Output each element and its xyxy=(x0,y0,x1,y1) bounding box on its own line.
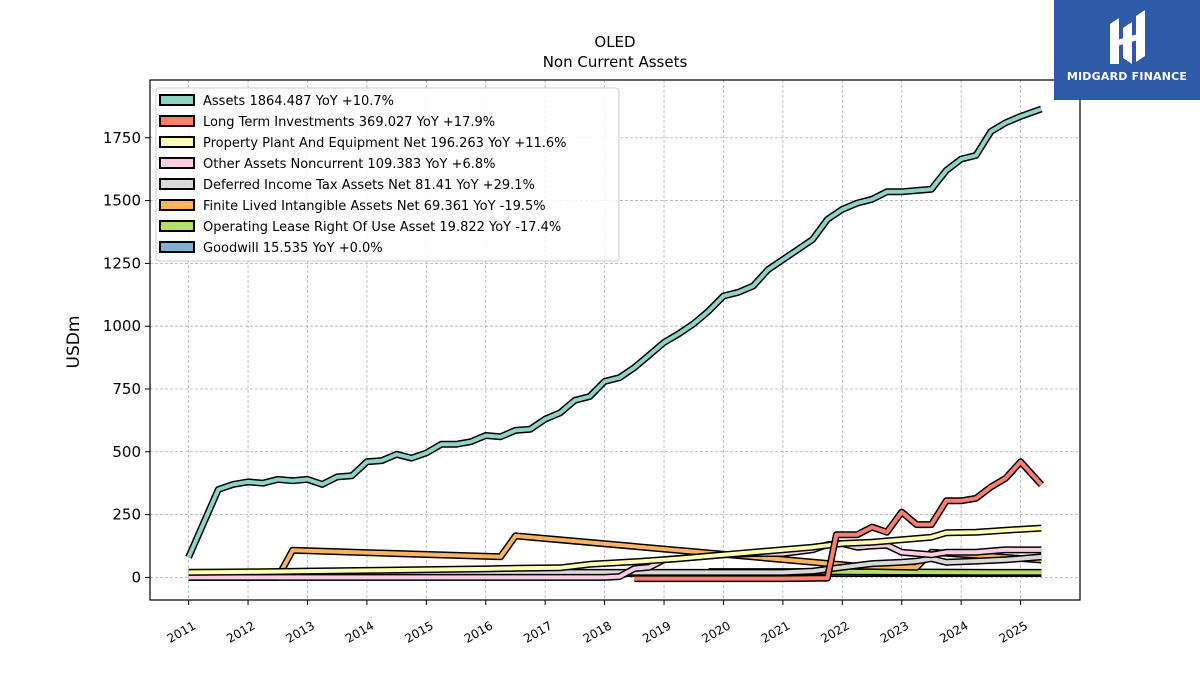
x-tick-label: 2017 xyxy=(521,618,554,645)
legend-entry: Property Plant And Equipment Net 196.263… xyxy=(203,136,567,151)
legend: Assets 1864.487 YoY +10.7% Long Term Inve… xyxy=(155,87,620,262)
y-tick-label: 1250 xyxy=(103,254,141,272)
chart-subtitle: Non Current Assets xyxy=(543,53,688,71)
x-tick-label: 2012 xyxy=(224,618,257,645)
legend-entry: Assets 1864.487 YoY +10.7% xyxy=(203,94,394,109)
legend-swatch xyxy=(159,178,195,190)
legend-swatch xyxy=(159,94,195,106)
y-tick-label: 1500 xyxy=(103,192,141,210)
legend-swatch xyxy=(159,199,195,211)
x-tick-label: 2011 xyxy=(165,618,198,645)
legend-entry: Operating Lease Right Of Use Asset 19.82… xyxy=(203,220,561,235)
y-axis-ticks: 0 250 500 750 1000 1250 1500 1750 xyxy=(103,129,150,586)
y-tick-label: 750 xyxy=(112,380,141,398)
legend-entry: Long Term Investments 369.027 YoY +17.9% xyxy=(203,115,495,130)
y-tick-label: 1750 xyxy=(103,129,141,147)
legend-box xyxy=(155,87,620,262)
plot-frame xyxy=(149,79,1081,601)
legend-entry: Deferred Income Tax Assets Net 81.41 YoY… xyxy=(203,178,535,193)
y-axis-label: USDm xyxy=(64,316,84,369)
x-tick-label: 2022 xyxy=(818,618,851,645)
series-line xyxy=(188,526,1042,575)
legend-entry: Finite Lived Intangible Assets Net 69.36… xyxy=(203,199,546,214)
x-tick-label: 2020 xyxy=(699,618,732,645)
x-tick-label: 2013 xyxy=(284,618,317,645)
y-tick-label: 250 xyxy=(112,506,141,524)
x-tick-label: 2021 xyxy=(759,618,792,645)
legend-swatch xyxy=(159,157,195,169)
y-tick-label: 1000 xyxy=(103,317,141,335)
series-line xyxy=(634,459,1043,581)
x-tick-label: 2015 xyxy=(402,618,435,645)
series-long-term-investments xyxy=(634,458,1044,583)
x-tick-label: 2016 xyxy=(462,618,495,645)
y-tick-label: 500 xyxy=(112,443,141,461)
brand-logo: MIDGARD FINANCE xyxy=(1054,0,1200,100)
legend-entry: Other Assets Noncurrent 109.383 YoY +6.8… xyxy=(203,157,495,172)
y-tick-label: 0 xyxy=(131,568,141,586)
legend-swatch xyxy=(159,220,195,232)
x-tick-label: 2014 xyxy=(343,618,376,645)
x-tick-label: 2018 xyxy=(581,618,614,645)
midgard-logo-icon xyxy=(1110,10,1145,64)
x-axis-ticks: 2011 2012 2013 2014 2015 2016 2017 2018 2019 2020… xyxy=(165,600,1030,646)
brand-name: MIDGARD FINANCE xyxy=(1066,70,1188,83)
x-tick-label: 2025 xyxy=(997,618,1030,645)
series-assets xyxy=(185,105,1043,559)
series-lines xyxy=(185,105,1044,583)
x-tick-label: 2024 xyxy=(937,618,970,645)
series-line xyxy=(186,107,1043,559)
legend-swatch xyxy=(159,136,195,148)
legend-entry: Goodwill 15.535 YoY +0.0% xyxy=(203,241,383,256)
chart-title: OLED xyxy=(594,33,635,51)
legend-swatch xyxy=(159,241,195,253)
series-property-plant-and-equipment-net xyxy=(188,524,1042,576)
legend-swatch xyxy=(159,115,195,127)
x-tick-label: 2023 xyxy=(878,618,911,645)
x-tick-label: 2019 xyxy=(640,618,673,645)
